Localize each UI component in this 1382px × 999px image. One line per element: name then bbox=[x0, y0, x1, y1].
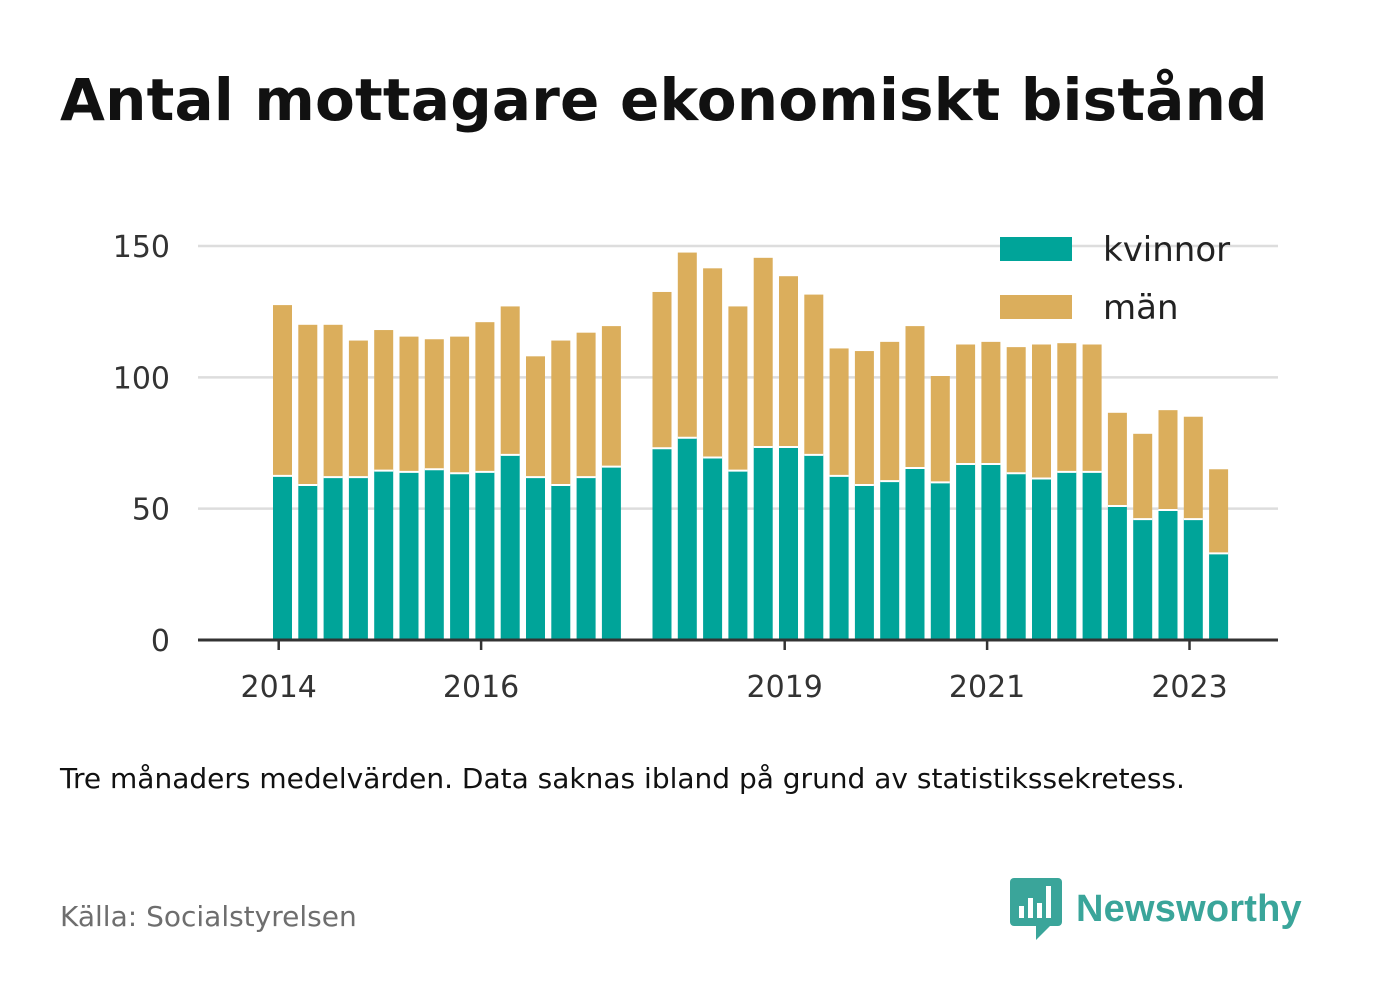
bar-man bbox=[298, 324, 318, 486]
x-tick-label: 2019 bbox=[747, 670, 823, 705]
bar-kvinnor bbox=[450, 473, 470, 640]
bar-man bbox=[677, 252, 697, 438]
y-tick-label: 50 bbox=[132, 493, 170, 528]
bars bbox=[273, 252, 1229, 640]
x-tick-label: 2016 bbox=[443, 670, 519, 705]
bar-man bbox=[576, 332, 596, 478]
legend-label: kvinnor bbox=[1103, 230, 1230, 270]
bar-man bbox=[323, 324, 343, 478]
bar-kvinnor bbox=[1082, 471, 1102, 640]
bar-man bbox=[450, 336, 470, 474]
bar-kvinnor bbox=[1032, 478, 1051, 640]
brand-name: Newsworthy bbox=[1076, 887, 1302, 930]
bar-man bbox=[1082, 344, 1102, 472]
bar-man bbox=[930, 376, 950, 483]
bar-kvinnor bbox=[1006, 473, 1026, 640]
x-tick-label: 2014 bbox=[241, 670, 317, 705]
bar-man bbox=[1032, 344, 1051, 479]
bar-kvinnor bbox=[424, 469, 444, 640]
bar-kvinnor bbox=[728, 470, 748, 640]
bar-kvinnor bbox=[1158, 509, 1178, 640]
bar-kvinnor bbox=[1133, 519, 1153, 640]
legend-swatch bbox=[1000, 237, 1072, 261]
bar-man bbox=[1057, 343, 1077, 472]
newsworthy-logo: Newsworthy bbox=[1010, 878, 1302, 940]
bar-man bbox=[526, 356, 545, 478]
bar-man bbox=[753, 257, 773, 447]
bar-man bbox=[905, 326, 925, 468]
bar-man bbox=[652, 291, 672, 449]
bar-man bbox=[981, 341, 1001, 465]
x-tick-label: 2021 bbox=[949, 670, 1025, 705]
bar-kvinnor bbox=[854, 485, 874, 640]
legend-label: män bbox=[1103, 288, 1179, 328]
y-tick-label: 150 bbox=[113, 230, 170, 265]
x-tick-label: 2023 bbox=[1151, 670, 1227, 705]
bar-man bbox=[779, 276, 798, 447]
bar-man bbox=[374, 330, 394, 471]
bar-kvinnor bbox=[323, 477, 343, 640]
bar-kvinnor bbox=[981, 464, 1001, 640]
bar-kvinnor bbox=[779, 446, 798, 640]
bar-man bbox=[399, 336, 419, 472]
bar-man bbox=[854, 351, 874, 486]
bar-kvinnor bbox=[500, 454, 520, 640]
bar-kvinnor bbox=[930, 482, 950, 640]
bar-kvinnor bbox=[905, 467, 925, 640]
axes: 0 50 100 150 2014 2016 2019 2021 2023 bbox=[113, 230, 1278, 705]
bar-kvinnor bbox=[703, 457, 723, 640]
bar-man bbox=[475, 322, 495, 472]
bar-kvinnor bbox=[880, 481, 900, 640]
bar-man bbox=[348, 340, 368, 478]
bar-kvinnor bbox=[677, 437, 697, 640]
bar-kvinnor bbox=[1107, 506, 1127, 640]
bar-man bbox=[601, 326, 621, 467]
bar-man bbox=[1209, 469, 1229, 554]
bar-kvinnor bbox=[956, 464, 976, 640]
bar-kvinnor bbox=[298, 485, 318, 640]
bar-man bbox=[1107, 412, 1127, 507]
bar-chart: 0 50 100 150 2014 2016 2019 2021 2023 kvinnor män bbox=[113, 230, 1278, 705]
bar-kvinnor bbox=[652, 448, 672, 640]
y-tick-label: 0 bbox=[151, 624, 170, 659]
chart-title: Antal mottagare ekonomiskt bistånd bbox=[60, 66, 1268, 134]
legend-swatch bbox=[1000, 295, 1072, 319]
bar-man bbox=[424, 339, 444, 470]
bar-kvinnor bbox=[576, 477, 596, 640]
bar-man bbox=[829, 348, 849, 476]
bar-man bbox=[500, 306, 520, 455]
bar-kvinnor bbox=[753, 446, 773, 640]
bar-kvinnor bbox=[374, 470, 394, 640]
legend: kvinnor män bbox=[1000, 230, 1230, 328]
bar-chart-speech-bubble-icon bbox=[1010, 878, 1062, 940]
bar-man bbox=[703, 268, 723, 458]
bar-man bbox=[1183, 416, 1203, 520]
bar-kvinnor bbox=[551, 485, 571, 640]
bar-kvinnor bbox=[475, 471, 495, 640]
bar-kvinnor bbox=[348, 477, 368, 640]
bar-kvinnor bbox=[526, 477, 545, 640]
bar-kvinnor bbox=[399, 471, 419, 640]
y-tick-label: 100 bbox=[113, 361, 170, 396]
bar-kvinnor bbox=[829, 475, 849, 640]
bar-man bbox=[273, 305, 292, 476]
bar-man bbox=[804, 294, 824, 455]
bar-man bbox=[1158, 410, 1178, 510]
bar-kvinnor bbox=[1057, 471, 1077, 640]
bar-man bbox=[1006, 347, 1026, 474]
bar-man bbox=[1133, 433, 1153, 520]
chart-note: Tre månaders medelvärden. Data saknas ib… bbox=[60, 762, 1185, 795]
bar-kvinnor bbox=[273, 475, 292, 640]
bar-kvinnor bbox=[1183, 519, 1203, 640]
bar-man bbox=[880, 341, 900, 482]
bar-kvinnor bbox=[804, 454, 824, 640]
bar-man bbox=[956, 344, 976, 465]
bar-kvinnor bbox=[601, 466, 621, 640]
source-text: Källa: Socialstyrelsen bbox=[60, 900, 357, 933]
bar-man bbox=[728, 306, 748, 471]
bar-kvinnor bbox=[1209, 553, 1229, 640]
bar-man bbox=[551, 340, 571, 486]
